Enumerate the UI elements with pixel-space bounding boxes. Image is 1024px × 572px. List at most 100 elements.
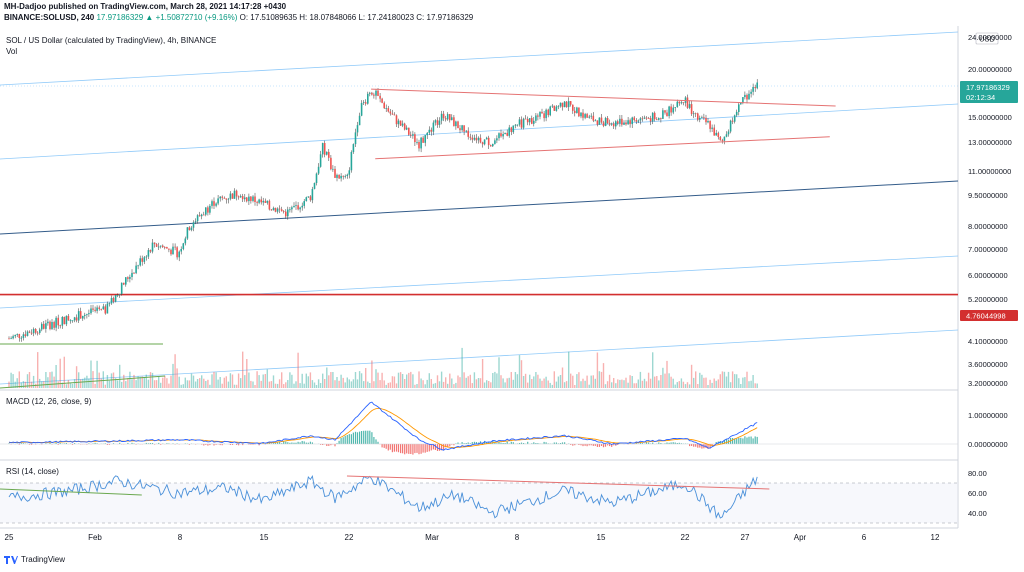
candle-body: [350, 152, 353, 171]
chart-canvas[interactable]: SOL / US Dollar (calculated by TradingVi…: [0, 26, 1024, 554]
macd-histogram-bar: [307, 442, 309, 444]
candle-body: [22, 334, 25, 338]
volume-bar: [637, 379, 639, 388]
candle-body: [487, 137, 490, 146]
price-tick: 8.00000000: [968, 222, 1008, 231]
candle-body: [608, 123, 611, 125]
candle-body: [563, 101, 566, 108]
volume-bar: [240, 378, 242, 388]
macd-histogram-bar: [215, 444, 217, 445]
volume-bar: [516, 374, 519, 388]
candle-body: [57, 317, 59, 326]
candle-body: [203, 214, 205, 216]
volume-bar: [145, 374, 147, 388]
candle-body: [756, 82, 758, 89]
volume-bar: [207, 379, 209, 388]
macd-histogram-bar: [600, 444, 603, 446]
macd-histogram-bar: [326, 444, 328, 446]
level-price-badge: [960, 310, 1018, 321]
volume-bar: [742, 377, 744, 388]
volume-bar: [127, 378, 129, 388]
candle-body: [147, 250, 150, 257]
volume-bar: [78, 372, 80, 388]
macd-histogram-bar: [645, 442, 648, 444]
volume-bar: [22, 381, 25, 388]
candle-body: [233, 190, 236, 199]
candle-body: [754, 87, 756, 89]
volume-bar: [381, 372, 383, 388]
macd-histogram-bar: [250, 444, 252, 445]
macd-histogram-bar: [617, 444, 619, 445]
channel-lower-line: [0, 255, 959, 309]
macd-label: MACD (12, 26, close, 9): [6, 397, 92, 406]
volume-bar: [424, 384, 426, 388]
candle-body: [34, 329, 37, 333]
volume-bar: [559, 375, 562, 388]
volume-bar: [287, 380, 289, 388]
volume-bar: [190, 373, 193, 388]
candle-body: [633, 117, 635, 121]
volume-bar: [47, 377, 49, 388]
volume-bar: [608, 374, 611, 388]
volume-bar: [670, 376, 672, 388]
volume-bar: [570, 373, 572, 388]
price-tick: 11.00000000: [968, 167, 1011, 176]
candle-body: [395, 115, 398, 125]
candle-body: [569, 101, 572, 105]
candle-body: [110, 298, 113, 304]
candle-body: [135, 265, 137, 274]
candle-body: [434, 120, 437, 123]
candle-body: [270, 209, 273, 211]
candle-body: [14, 334, 16, 337]
candle-body: [455, 121, 457, 127]
candle-body: [668, 106, 670, 117]
candle-body: [610, 123, 613, 125]
macd-histogram-bar: [299, 442, 301, 444]
volume-bar: [80, 379, 82, 388]
candle-body: [551, 105, 554, 107]
volume-bar: [352, 379, 355, 388]
candle-body: [178, 251, 180, 258]
candle-body: [346, 174, 349, 176]
volume-bar: [20, 382, 22, 388]
volume-bar: [106, 375, 109, 388]
candle-body: [574, 110, 576, 113]
candle-body: [98, 307, 100, 309]
volume-bar: [490, 382, 492, 388]
main-pane-title: SOL / US Dollar (calculated by TradingVi…: [6, 36, 216, 45]
volume-bar: [729, 382, 732, 388]
volume-bar: [656, 376, 658, 388]
macd-histogram-bar: [512, 442, 514, 444]
volume-bar: [178, 376, 180, 388]
currency-badge[interactable]: [975, 32, 999, 45]
volume-bar: [344, 382, 346, 388]
volume-bar: [377, 372, 379, 388]
macd-histogram-bar: [207, 444, 209, 446]
time-tick: 22: [345, 533, 354, 542]
candle-body: [748, 93, 750, 100]
macd-histogram-bar: [740, 437, 742, 444]
macd-histogram-bar: [441, 444, 443, 451]
volume-bar: [533, 376, 535, 388]
macd-histogram-bar: [658, 442, 660, 444]
symbol-label: BINANCE:SOLUSD, 240: [4, 13, 95, 22]
macd-histogram-bar: [389, 444, 391, 450]
candle-body: [328, 151, 330, 158]
candle-body: [45, 323, 47, 329]
volume-bar: [524, 373, 527, 388]
volume-bar: [459, 377, 461, 388]
volume-bar: [576, 374, 578, 388]
macd-histogram-bar: [477, 442, 480, 444]
candle-body: [69, 320, 72, 322]
macd-histogram-bar: [258, 444, 260, 446]
candle-body: [473, 137, 476, 140]
macd-histogram-bar: [498, 441, 500, 444]
macd-histogram-bar: [94, 442, 96, 444]
volume-bar: [211, 374, 213, 388]
candle-body: [666, 112, 668, 117]
volume-bar: [652, 352, 654, 388]
candle-body: [209, 205, 211, 213]
candle-body: [701, 117, 703, 118]
candle-body: [112, 298, 115, 302]
macd-histogram-bar: [572, 444, 574, 446]
